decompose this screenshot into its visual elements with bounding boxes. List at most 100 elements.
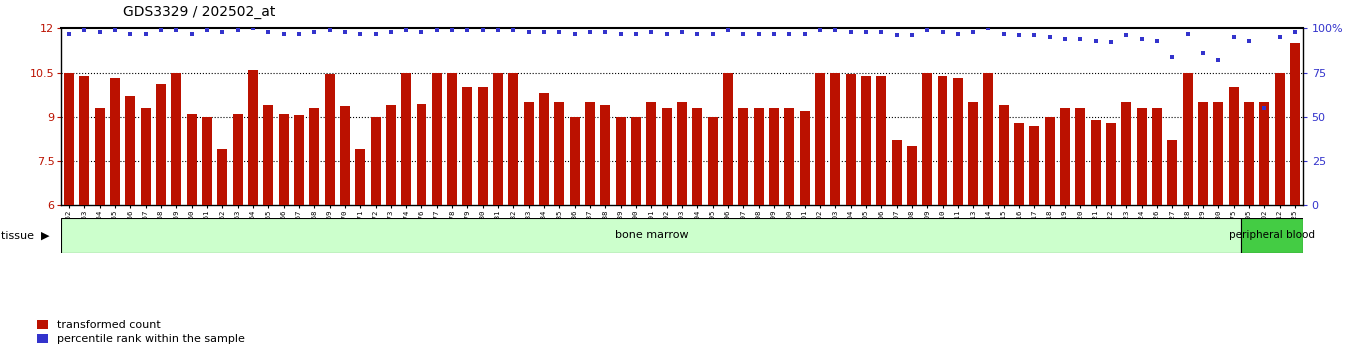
Point	[701, 31, 723, 36]
Bar	[1121, 102, 1131, 205]
Bar	[1075, 108, 1086, 205]
Point	[502, 27, 524, 33]
Point	[1116, 33, 1138, 38]
Point	[165, 27, 187, 33]
Bar	[125, 96, 135, 205]
Point	[978, 25, 1000, 31]
Bar	[79, 75, 90, 205]
Point	[870, 29, 892, 35]
Bar	[340, 107, 349, 205]
Point	[840, 29, 862, 35]
Point	[962, 29, 983, 35]
Point	[273, 31, 295, 36]
Bar	[831, 73, 840, 205]
Point	[411, 29, 432, 35]
Point	[947, 31, 968, 36]
Point	[518, 29, 540, 35]
Bar	[509, 73, 518, 205]
Point	[917, 27, 938, 33]
Point	[932, 29, 953, 35]
Point	[641, 29, 663, 35]
Bar	[263, 105, 273, 205]
Point	[885, 33, 907, 38]
Point	[747, 31, 769, 36]
Point	[59, 31, 80, 36]
Point	[150, 27, 172, 33]
Bar	[462, 87, 472, 205]
Bar	[1274, 73, 1285, 205]
Bar	[570, 117, 580, 205]
Bar	[1241, 218, 1303, 253]
Bar	[355, 149, 366, 205]
Bar	[416, 104, 427, 205]
Point	[258, 29, 280, 35]
Point	[1101, 40, 1123, 45]
Bar	[233, 114, 243, 205]
Bar	[432, 73, 442, 205]
Point	[349, 31, 371, 36]
Point	[580, 29, 602, 35]
Bar	[1091, 120, 1101, 205]
Bar	[64, 73, 74, 205]
Point	[656, 31, 678, 36]
Point	[1146, 38, 1168, 44]
Bar	[1060, 108, 1071, 205]
Bar	[1229, 87, 1239, 205]
Point	[1131, 36, 1153, 42]
Point	[89, 29, 110, 35]
Bar	[110, 79, 120, 205]
Bar	[615, 117, 626, 205]
Point	[303, 29, 325, 35]
Bar	[477, 87, 488, 205]
Point	[1207, 57, 1229, 63]
Bar	[371, 117, 381, 205]
Bar	[647, 102, 656, 205]
Bar	[310, 108, 319, 205]
Point	[762, 31, 784, 36]
Point	[180, 31, 202, 36]
Point	[610, 31, 632, 36]
Bar	[155, 84, 166, 205]
Point	[548, 29, 570, 35]
Point	[472, 27, 494, 33]
Bar	[907, 146, 917, 205]
Point	[319, 27, 341, 33]
Bar	[1198, 102, 1209, 205]
Bar	[814, 73, 825, 205]
Bar	[892, 141, 902, 205]
Point	[1177, 31, 1199, 36]
Bar	[554, 102, 565, 205]
Text: bone marrow: bone marrow	[615, 230, 689, 240]
Bar	[1290, 43, 1300, 205]
Point	[686, 31, 708, 36]
Bar	[1244, 102, 1254, 205]
Bar	[278, 114, 289, 205]
Bar	[386, 105, 396, 205]
Bar	[983, 73, 993, 205]
Bar	[539, 93, 550, 205]
Point	[196, 27, 218, 33]
Point	[1284, 29, 1305, 35]
Point	[381, 29, 402, 35]
Point	[794, 31, 816, 36]
Point	[732, 31, 754, 36]
Point	[1039, 34, 1061, 40]
Point	[671, 29, 693, 35]
Point	[809, 27, 831, 33]
Bar	[325, 74, 334, 205]
Bar	[401, 73, 411, 205]
Point	[364, 31, 386, 36]
Bar	[723, 73, 732, 205]
Point	[441, 27, 462, 33]
Bar	[447, 73, 457, 205]
Bar	[94, 108, 105, 205]
Point	[135, 31, 157, 36]
Point	[563, 31, 585, 36]
Point	[120, 31, 142, 36]
Bar	[1030, 126, 1039, 205]
Bar	[1045, 117, 1054, 205]
Bar	[662, 108, 671, 205]
Bar	[248, 70, 258, 205]
Bar	[861, 75, 870, 205]
Point	[1054, 36, 1076, 42]
